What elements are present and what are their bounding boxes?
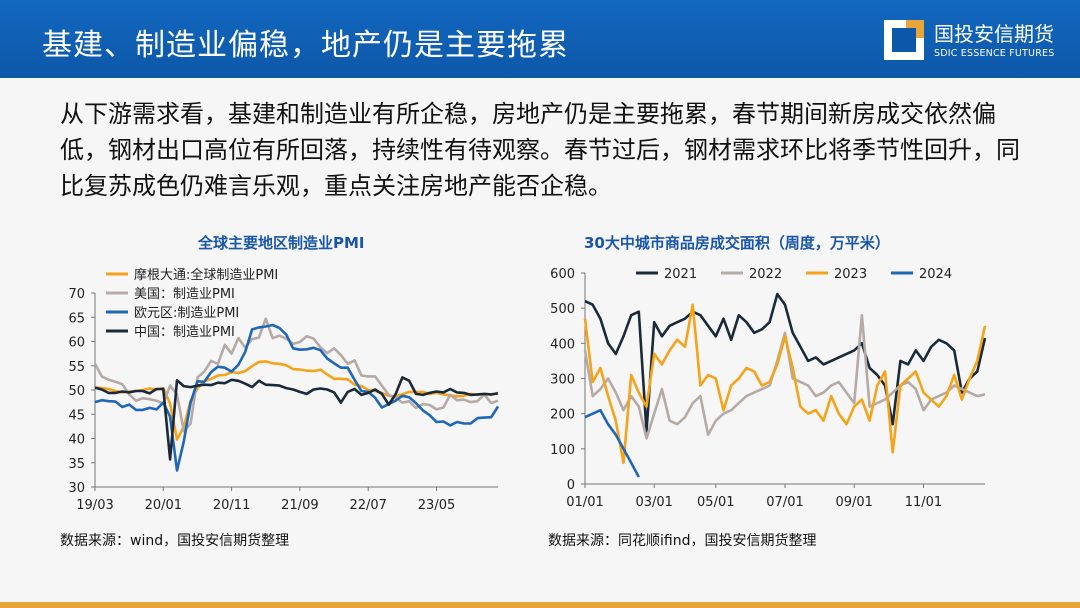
- source-left: 数据来源：wind，国投安信期货整理: [60, 533, 290, 549]
- logo-name-cn: 国投安信期货: [934, 22, 1054, 46]
- chart-title-pmi: 全球主要地区制造业PMI: [198, 234, 365, 252]
- x-tick-label: 22/07: [349, 498, 386, 513]
- logo-mark-icon: [884, 20, 924, 60]
- legend-label: 2023: [834, 267, 867, 282]
- y-tick-label: 600: [550, 267, 575, 282]
- y-tick-label: 60: [68, 336, 85, 351]
- header-bar: 基建、制造业偏稳，地产仍是主要拖累 国投安信期货 SDIC ESSENCE FU…: [0, 0, 1080, 78]
- x-tick-label: 05/01: [697, 495, 734, 510]
- x-tick-label: 01/01: [566, 495, 603, 510]
- y-tick-label: 70: [68, 287, 85, 302]
- company-logo: 国投安信期货 SDIC ESSENCE FUTURES: [882, 16, 1072, 66]
- footer-bar: [0, 602, 1080, 608]
- logo-name-en: SDIC ESSENCE FUTURES: [934, 48, 1055, 59]
- y-tick-label: 35: [68, 457, 85, 472]
- legend-label: 2022: [749, 267, 782, 282]
- y-tick-label: 40: [68, 433, 85, 448]
- x-tick-label: 19/03: [76, 498, 113, 513]
- series-line-2024: [584, 408, 640, 478]
- intro-paragraph: 从下游需求看，基建和制造业有所企稳，房地产仍是主要拖累，春节期间新房成交依然偏低…: [60, 100, 1020, 200]
- x-tick-label: 20/01: [145, 498, 182, 513]
- x-tick-label: 20/11: [213, 498, 250, 513]
- legend-label: 2021: [664, 267, 697, 282]
- y-tick-label: 55: [68, 360, 85, 375]
- y-tick-label: 45: [68, 408, 85, 423]
- series-line-中国：制造业PMI: [94, 376, 499, 461]
- series-line-2022: [583, 313, 986, 440]
- housing-line-chart: 0 100 200 300 400 500 600 01/01 03/01 05/01 07/01 0…: [550, 267, 987, 510]
- y-tick-label: 0: [567, 478, 575, 493]
- y-tick-label: 30: [68, 481, 85, 496]
- legend-label: 2024: [919, 267, 952, 282]
- legend-label: 摩根大通:全球制造业PMI: [134, 267, 278, 283]
- page-title: 基建、制造业偏稳，地产仍是主要拖累: [42, 28, 569, 63]
- chart-title-housing: 30大中城市商品房成交面积（周度，万平米）: [584, 234, 890, 252]
- x-tick-label: 23/05: [418, 498, 455, 513]
- series-line-2021: [584, 292, 987, 433]
- pmi-line-chart: 30 35 40 45 50 55 60 65 70 19/03 20/01 20/11 21/09 22…: [68, 267, 500, 513]
- y-tick-label: 300: [550, 373, 575, 388]
- x-tick-label: 07/01: [766, 495, 803, 510]
- y-tick-label: 65: [68, 311, 85, 326]
- series-line-2023: [583, 303, 987, 465]
- x-tick-label: 03/01: [635, 495, 672, 510]
- legend-label: 中国：制造业PMI: [134, 325, 235, 340]
- legend-label: 欧元区:制造业PMI: [134, 306, 239, 321]
- x-tick-label: 09/01: [835, 495, 872, 510]
- y-tick-label: 500: [550, 302, 575, 317]
- x-tick-label: 21/09: [281, 498, 318, 513]
- y-tick-label: 50: [68, 384, 85, 399]
- y-tick-label: 200: [550, 408, 575, 423]
- y-tick-label: 100: [550, 443, 575, 458]
- legend-label: 美国：制造业PMI: [134, 287, 235, 302]
- x-tick-label: 11/01: [905, 495, 942, 510]
- y-tick-label: 400: [550, 337, 575, 352]
- source-right: 数据来源：同花顺ifind，国投安信期货整理: [548, 533, 817, 549]
- series-line-欧元区:制造业PMI: [94, 323, 500, 472]
